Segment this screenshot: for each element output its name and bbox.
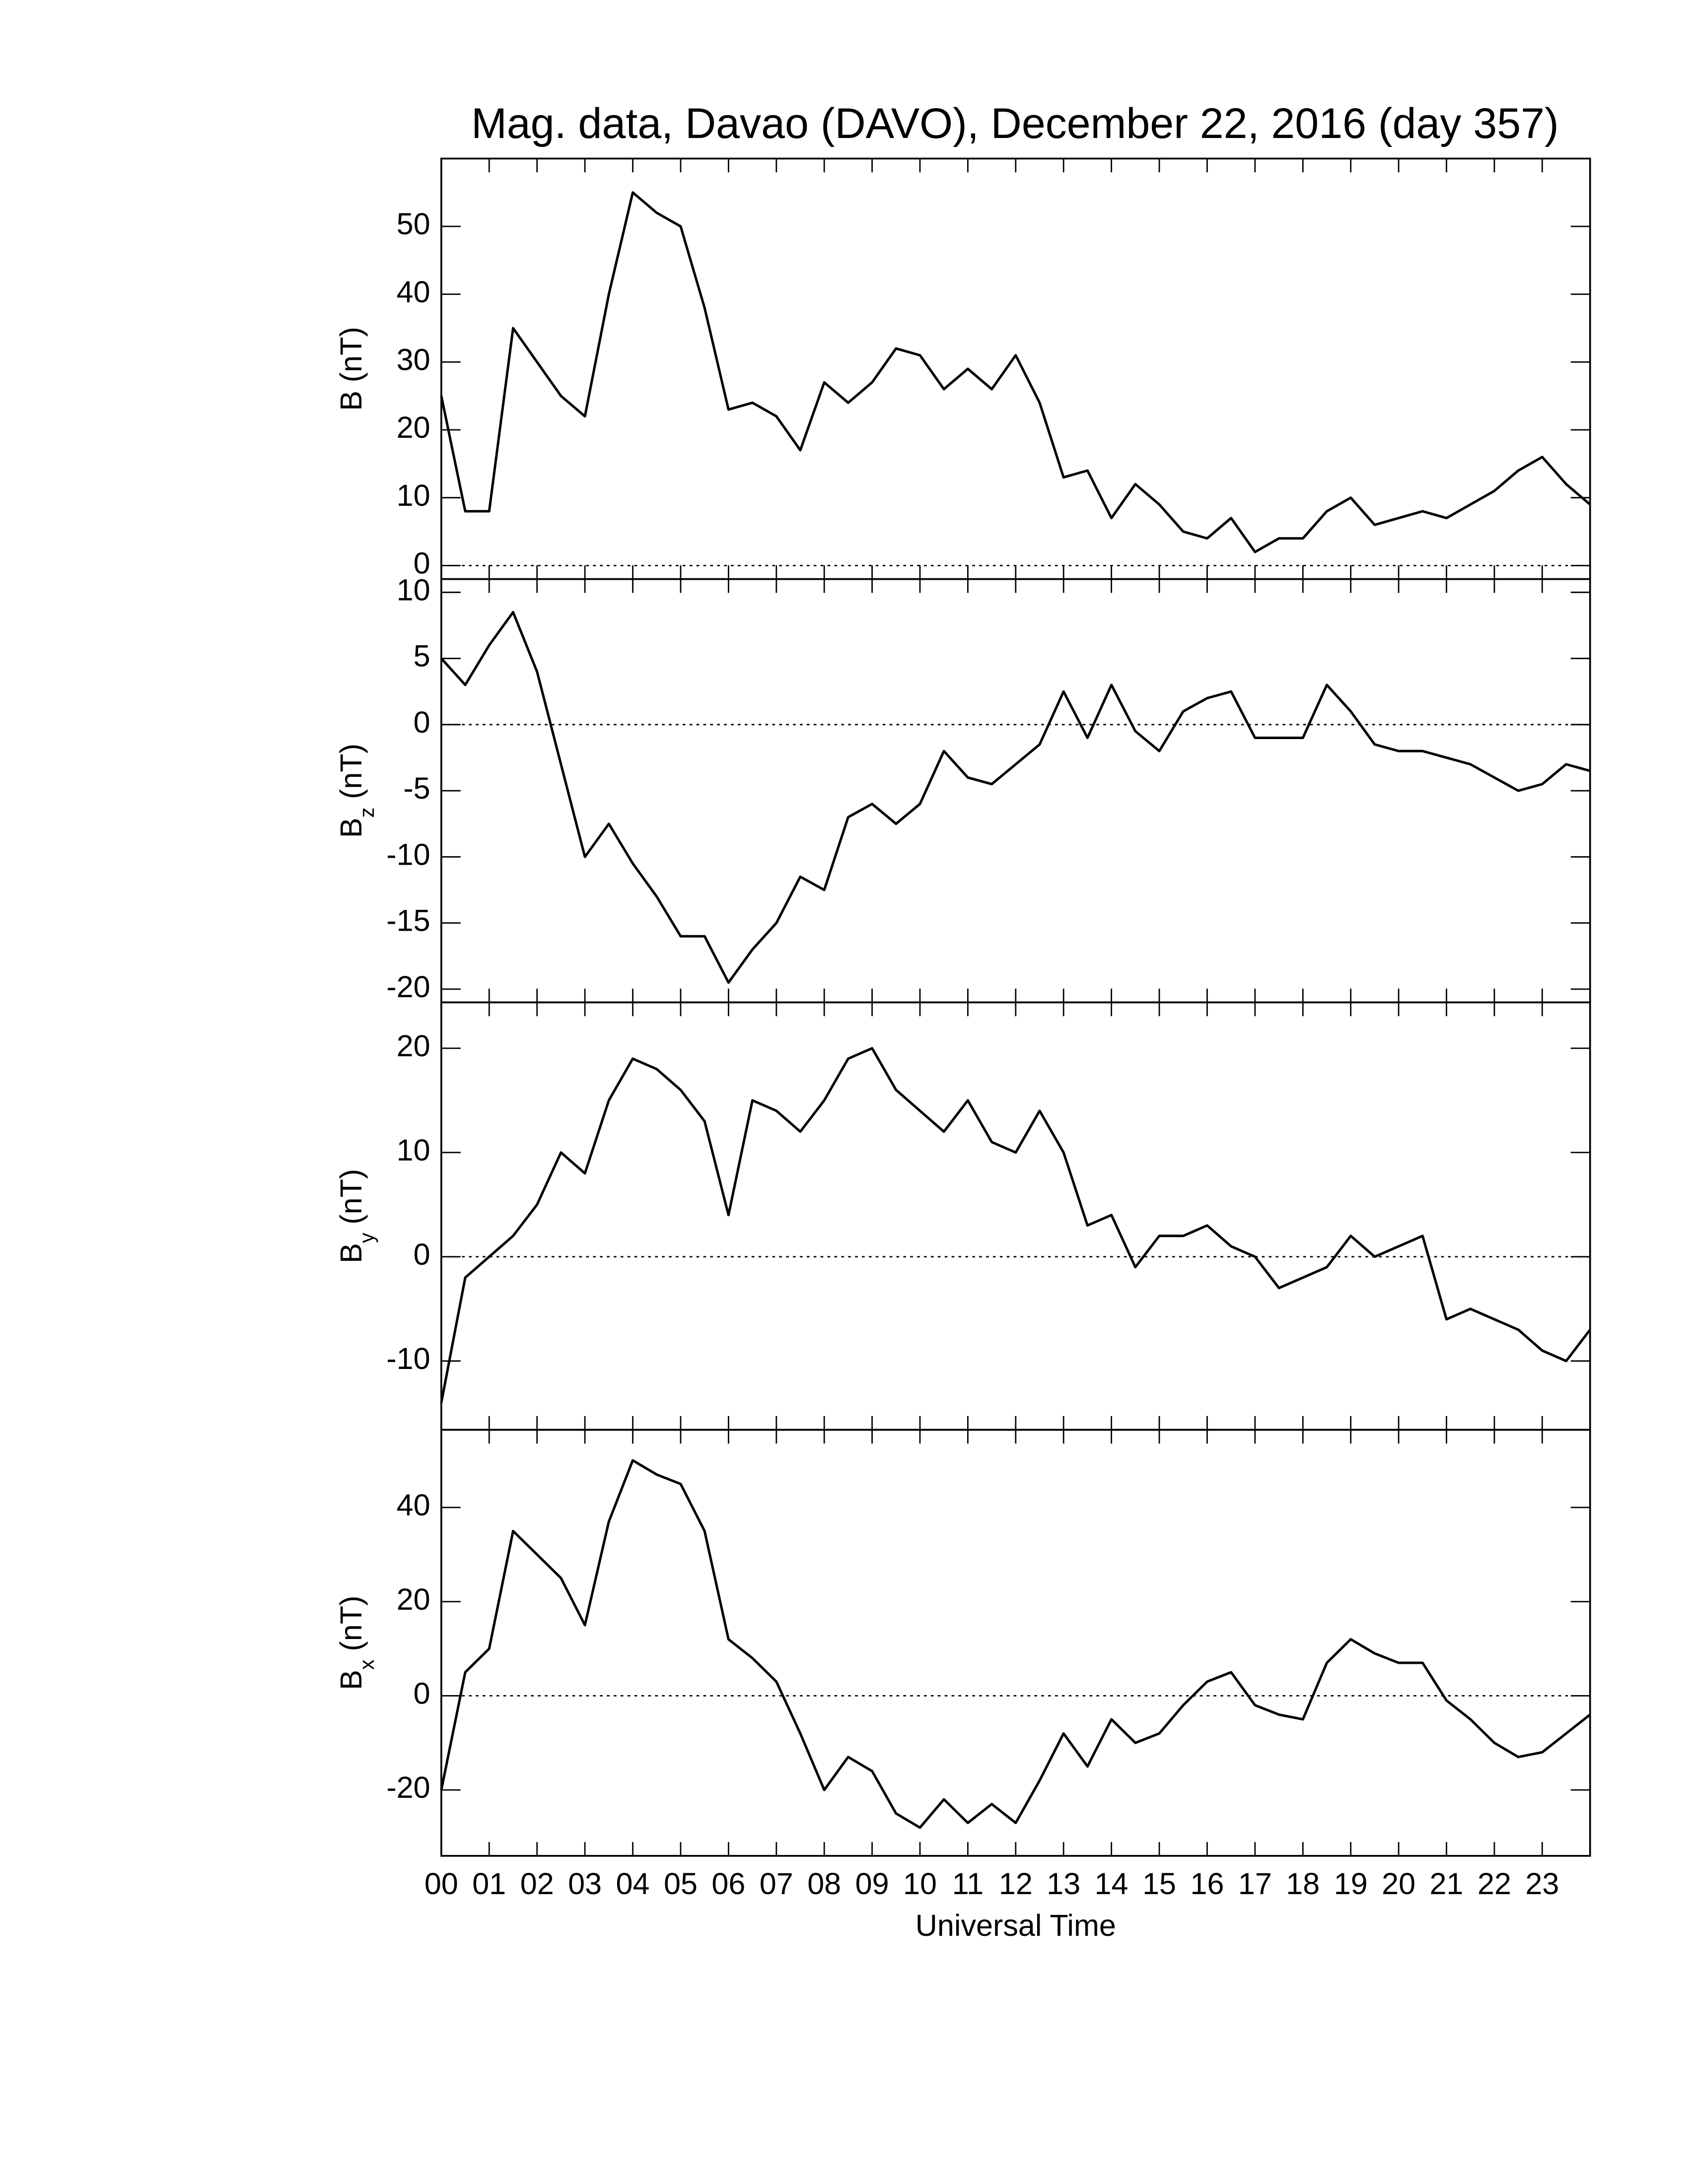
x-tick-label: 21 bbox=[1430, 1867, 1464, 1901]
x-tick-label: 18 bbox=[1286, 1867, 1320, 1901]
x-tick-label: 02 bbox=[520, 1867, 554, 1901]
x-tick-label: 16 bbox=[1190, 1867, 1224, 1901]
y-tick-label: -5 bbox=[403, 771, 430, 805]
x-tick-label: 03 bbox=[568, 1867, 602, 1901]
y-tick-label: 0 bbox=[414, 1237, 430, 1271]
y-label-unit: (nT) bbox=[334, 744, 368, 799]
y-tick-label: 5 bbox=[414, 639, 430, 673]
x-tick-label: 17 bbox=[1238, 1867, 1272, 1901]
y-tick-label: 30 bbox=[397, 343, 430, 377]
y-tick-label: 0 bbox=[414, 1677, 430, 1710]
y-label-base: B bbox=[334, 1243, 368, 1263]
x-tick-label: 07 bbox=[760, 1867, 793, 1901]
y-label-unit: (nT) bbox=[334, 1169, 368, 1225]
y-tick-label: -15 bbox=[386, 904, 430, 938]
x-axis-label: Universal Time bbox=[915, 1909, 1116, 1942]
y-label-subscript: y bbox=[355, 1232, 378, 1243]
x-tick-label: 04 bbox=[616, 1867, 650, 1901]
x-tick-label: 19 bbox=[1334, 1867, 1368, 1901]
x-tick-label: 11 bbox=[952, 1867, 984, 1901]
x-tick-label: 09 bbox=[855, 1867, 889, 1901]
x-tick-label: 14 bbox=[1095, 1867, 1128, 1901]
y-tick-label: -10 bbox=[386, 837, 430, 871]
y-axis-label: By (nT) bbox=[334, 1169, 378, 1263]
x-tick-label: 06 bbox=[711, 1867, 745, 1901]
y-label-base: B bbox=[334, 1670, 368, 1690]
plot-frame bbox=[440, 1001, 1591, 1431]
data-line bbox=[440, 191, 1591, 553]
y-label-base: B bbox=[334, 818, 368, 838]
y-label-base: B bbox=[334, 391, 368, 411]
data-line bbox=[440, 1047, 1591, 1403]
y-axis-label: B (nT) bbox=[334, 327, 368, 410]
x-tick-label: 08 bbox=[807, 1867, 841, 1901]
y-tick-label: 0 bbox=[414, 705, 430, 739]
y-tick-label: 20 bbox=[397, 1029, 430, 1063]
y-tick-label: 10 bbox=[397, 1133, 430, 1167]
y-tick-label: 0 bbox=[414, 546, 430, 580]
y-label-subscript: x bbox=[355, 1659, 378, 1670]
y-tick-label: -20 bbox=[386, 970, 430, 1004]
y-tick-label: 40 bbox=[397, 1488, 430, 1522]
y-tick-label: 10 bbox=[397, 573, 430, 607]
x-tick-label: 13 bbox=[1047, 1867, 1080, 1901]
x-tick-label: 10 bbox=[903, 1867, 937, 1901]
plot-frame bbox=[440, 157, 1591, 580]
y-axis-label: Bx (nT) bbox=[334, 1596, 378, 1690]
chart-title: Mag. data, Davao (DAVO), December 22, 20… bbox=[471, 100, 1559, 147]
y-tick-label: 50 bbox=[397, 207, 430, 241]
data-line bbox=[440, 611, 1591, 984]
y-tick-label: 20 bbox=[397, 1582, 430, 1616]
y-axis-label: Bz (nT) bbox=[334, 744, 378, 838]
x-tick-label: 00 bbox=[424, 1867, 458, 1901]
y-tick-label: -20 bbox=[386, 1771, 430, 1804]
data-line bbox=[440, 1459, 1591, 1829]
x-tick-label: 05 bbox=[664, 1867, 698, 1901]
x-tick-label: 20 bbox=[1382, 1867, 1415, 1901]
y-label-subscript: z bbox=[355, 808, 378, 818]
y-tick-label: 20 bbox=[397, 410, 430, 444]
y-tick-label: 40 bbox=[397, 275, 430, 309]
y-tick-label: -10 bbox=[386, 1342, 430, 1375]
x-tick-label: 12 bbox=[999, 1867, 1033, 1901]
x-tick-label: 23 bbox=[1525, 1867, 1559, 1901]
x-tick-label: 22 bbox=[1477, 1867, 1511, 1901]
plot-frame bbox=[440, 1429, 1591, 1857]
plot-frame bbox=[440, 578, 1591, 1004]
x-tick-label: 01 bbox=[472, 1867, 506, 1901]
y-tick-label: 10 bbox=[397, 478, 430, 512]
y-label-unit: (nT) bbox=[334, 327, 368, 382]
y-label-unit: (nT) bbox=[334, 1596, 368, 1651]
x-tick-label: 15 bbox=[1142, 1867, 1176, 1901]
